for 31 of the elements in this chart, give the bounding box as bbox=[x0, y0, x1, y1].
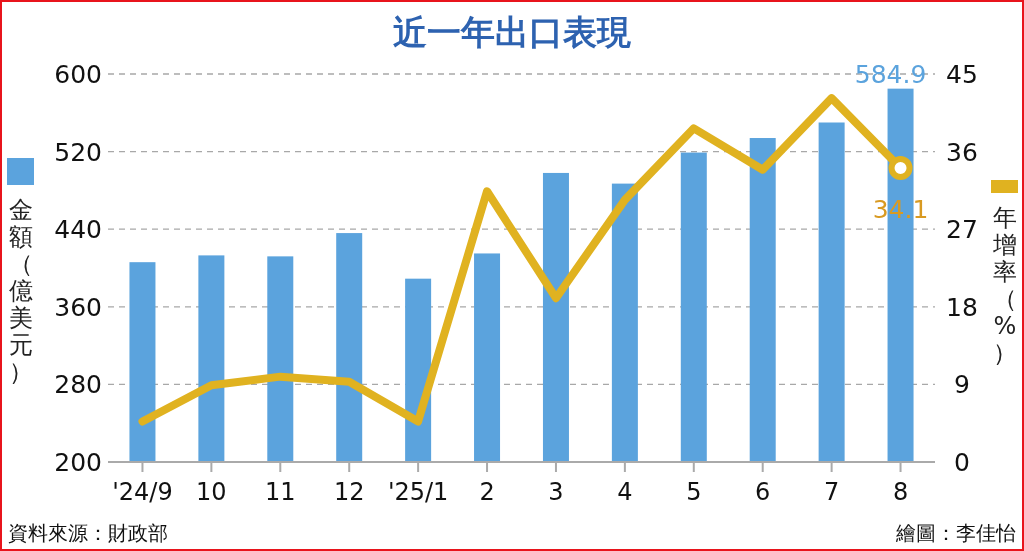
y2-tick-label: 9 bbox=[954, 370, 970, 400]
y2-tick-label: 0 bbox=[954, 448, 970, 477]
y-tick-label: 280 bbox=[54, 370, 102, 400]
x-tick-label: 4 bbox=[617, 478, 633, 506]
source-note: 資料來源：財政部 bbox=[8, 521, 168, 545]
x-tick-label: '25/1 bbox=[387, 478, 449, 506]
x-tick-label: 11 bbox=[265, 478, 296, 506]
x-tick-label: 8 bbox=[892, 478, 909, 506]
data-label: 34.1 bbox=[872, 194, 929, 224]
x-tick-label: 2 bbox=[479, 478, 495, 506]
x-tick-label: 3 bbox=[548, 478, 564, 506]
y-tick-label: 360 bbox=[54, 292, 102, 322]
y-tick-label: 520 bbox=[54, 137, 102, 167]
y2-tick-label: 27 bbox=[946, 215, 978, 245]
x-tick-label: 7 bbox=[823, 478, 840, 506]
y-axis-title: 金額（億美元） bbox=[9, 196, 33, 386]
y-tick-label: 600 bbox=[54, 60, 102, 89]
x-tick-label: 6 bbox=[755, 478, 771, 506]
y2-axis-title: 年增率（%） bbox=[993, 204, 1017, 367]
x-tick-label: 10 bbox=[196, 478, 227, 506]
y-tick-label: 440 bbox=[54, 215, 102, 245]
y2-tick-label: 18 bbox=[946, 292, 978, 322]
x-tick-label: 5 bbox=[686, 478, 702, 506]
data-label: 584.9 bbox=[854, 59, 927, 89]
x-tick-label: '24/9 bbox=[112, 478, 173, 506]
y2-tick-label: 45 bbox=[946, 60, 978, 89]
chart-title: 近一年出口表現 bbox=[393, 12, 631, 52]
y-tick-label: 200 bbox=[54, 448, 102, 477]
y2-tick-label: 36 bbox=[946, 137, 978, 167]
text: 繪圖：李佳怡 bbox=[895, 521, 1016, 545]
x-tick-label: 12 bbox=[333, 478, 365, 506]
